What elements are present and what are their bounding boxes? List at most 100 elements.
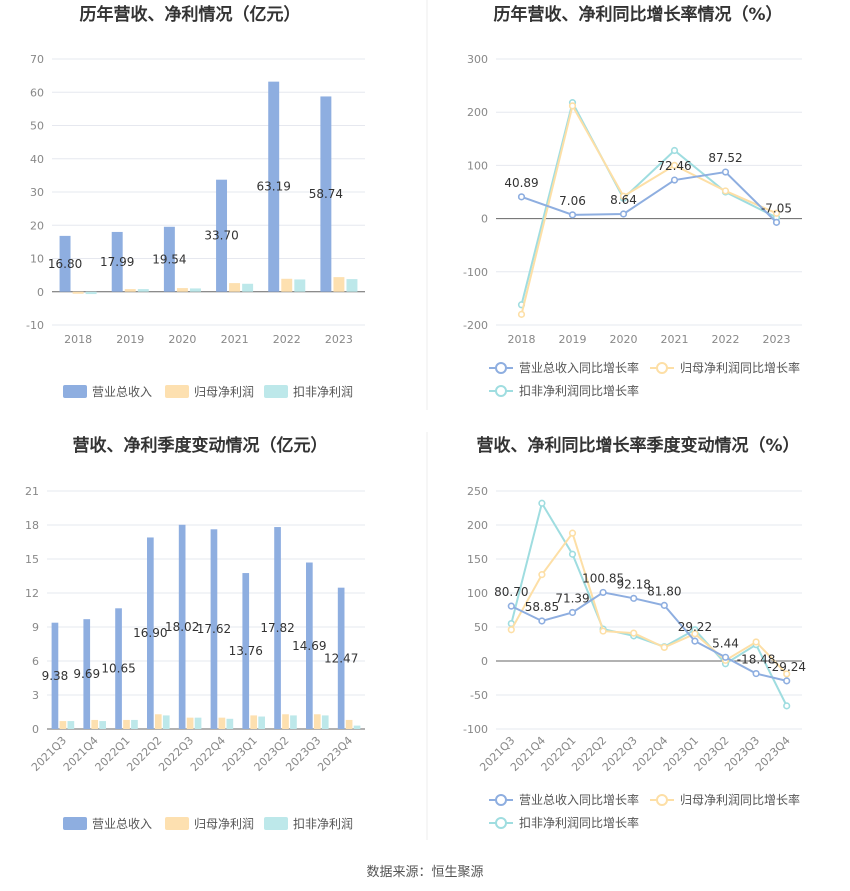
point-归母净利润同比增长率[interactable] bbox=[772, 209, 781, 217]
point-营业总收入同比增长率[interactable] bbox=[568, 608, 577, 617]
point-营业总收入同比增长率[interactable] bbox=[630, 594, 638, 602]
bar-扣非净利润[interactable] bbox=[67, 721, 75, 729]
point-营业总收入同比增长率[interactable] bbox=[507, 602, 515, 610]
bar-扣非净利润[interactable] bbox=[258, 716, 265, 729]
legend-item[interactable]: 扣非净利润 bbox=[264, 385, 353, 399]
point-归母净利润同比增长率[interactable] bbox=[691, 630, 699, 638]
point-营业总收入同比增长率[interactable] bbox=[517, 193, 526, 201]
point-归母净利润同比增长率[interactable] bbox=[783, 670, 791, 678]
point-营业总收入同比增长率[interactable] bbox=[772, 218, 781, 226]
point-扣非净利润同比增长率[interactable] bbox=[670, 146, 679, 155]
bar-营业总收入[interactable] bbox=[320, 96, 332, 292]
y-tick-label: 200 bbox=[467, 519, 488, 532]
legend-item[interactable]: 归母净利润同比增长率 bbox=[650, 792, 800, 807]
bar-营业总收入[interactable] bbox=[216, 179, 228, 292]
point-归母净利润同比增长率[interactable] bbox=[752, 638, 760, 646]
bar-归母净利润[interactable] bbox=[186, 717, 194, 729]
point-营业总收入同比增长率[interactable] bbox=[691, 637, 699, 645]
point-扣非净利润同比增长率[interactable] bbox=[538, 499, 546, 507]
bar-扣非净利润[interactable] bbox=[137, 289, 149, 292]
bar-营业总收入[interactable] bbox=[111, 231, 123, 292]
x-tick-label: 2021 bbox=[221, 333, 249, 346]
legend-item[interactable]: 扣非净利润 bbox=[264, 817, 353, 831]
bar-归母净利润[interactable] bbox=[154, 714, 162, 729]
point-归母净利润同比增长率[interactable] bbox=[538, 571, 546, 579]
legend-item[interactable]: 扣非净利润同比增长率 bbox=[489, 383, 639, 398]
bar-扣非净利润[interactable] bbox=[346, 279, 358, 292]
bar-归母净利润[interactable] bbox=[124, 289, 136, 292]
bar-营业总收入[interactable] bbox=[274, 527, 281, 729]
bar-扣非净利润[interactable] bbox=[162, 715, 170, 729]
bar-扣非净利润[interactable] bbox=[242, 283, 254, 292]
bar-归母净利润[interactable] bbox=[176, 288, 188, 292]
bar-扣非净利润[interactable] bbox=[226, 718, 234, 729]
bar-归母净利润[interactable] bbox=[281, 278, 293, 292]
bar-归母净利润[interactable] bbox=[313, 714, 321, 729]
bar-扣非净利润[interactable] bbox=[85, 291, 97, 295]
bar-扣非净利润[interactable] bbox=[294, 279, 306, 292]
bar-营业总收入[interactable] bbox=[83, 619, 91, 729]
bar-归母净利润[interactable] bbox=[59, 721, 67, 729]
legend-item[interactable]: 归母净利润同比增长率 bbox=[650, 360, 800, 375]
point-归母净利润同比增长率[interactable] bbox=[568, 529, 577, 537]
legend-item[interactable]: 归母净利润 bbox=[165, 385, 254, 399]
bar-营业总收入[interactable] bbox=[242, 573, 250, 729]
bar-归母净利润[interactable] bbox=[333, 277, 345, 292]
bar-营业总收入[interactable] bbox=[210, 529, 218, 729]
point-归母净利润同比增长率[interactable] bbox=[660, 643, 668, 652]
bar-归母净利润[interactable] bbox=[218, 717, 226, 729]
bar-扣非净利润[interactable] bbox=[353, 725, 361, 729]
point-营业总收入同比增长率[interactable] bbox=[721, 168, 730, 176]
bar-营业总收入[interactable] bbox=[178, 524, 186, 729]
point-营业总收入同比增长率[interactable] bbox=[660, 601, 668, 609]
point-营业总收入同比增长率[interactable] bbox=[752, 669, 760, 678]
legend-marker bbox=[495, 794, 507, 806]
bar-扣非净利润[interactable] bbox=[99, 721, 106, 729]
point-归母净利润同比增长率[interactable] bbox=[568, 102, 577, 110]
point-归母净利润同比增长率[interactable] bbox=[670, 161, 679, 169]
point-营业总收入同比增长率[interactable] bbox=[599, 588, 607, 597]
bar-扣非净利润[interactable] bbox=[131, 719, 138, 729]
bar-归母净利润[interactable] bbox=[91, 719, 99, 729]
bar-营业总收入[interactable] bbox=[163, 226, 175, 292]
point-营业总收入同比增长率[interactable] bbox=[568, 211, 577, 219]
point-归母净利润同比增长率[interactable] bbox=[721, 187, 730, 195]
legend-item[interactable]: 归母净利润 bbox=[165, 817, 254, 831]
legend-item[interactable]: 营业总收入同比增长率 bbox=[489, 792, 639, 807]
bar-归母净利润[interactable] bbox=[345, 719, 353, 729]
point-归母净利润同比增长率[interactable] bbox=[630, 629, 638, 637]
bar-扣非净利润[interactable] bbox=[321, 715, 329, 729]
point-归母净利润同比增长率[interactable] bbox=[507, 626, 515, 634]
bar-营业总收入[interactable] bbox=[337, 587, 345, 729]
point-归母净利润同比增长率[interactable] bbox=[619, 192, 628, 200]
bar-归母净利润[interactable] bbox=[72, 291, 84, 294]
bar-扣非净利润[interactable] bbox=[189, 288, 201, 292]
bar-归母净利润[interactable] bbox=[250, 715, 258, 729]
point-data-label: 71.39 bbox=[555, 591, 589, 605]
bar-归母净利润[interactable] bbox=[123, 719, 130, 729]
bar-营业总收入[interactable] bbox=[268, 81, 280, 292]
bar-归母净利润[interactable] bbox=[282, 714, 289, 729]
legend-item[interactable]: 营业总收入同比增长率 bbox=[489, 360, 639, 375]
bar-营业总收入[interactable] bbox=[306, 562, 313, 729]
point-归母净利润同比增长率[interactable] bbox=[517, 310, 526, 318]
point-扣非净利润同比增长率[interactable] bbox=[783, 702, 791, 710]
point-归母净利润同比增长率[interactable] bbox=[599, 627, 607, 635]
bar-扣非净利润[interactable] bbox=[194, 717, 202, 729]
legend-item[interactable]: 营业总收入 bbox=[63, 817, 152, 831]
point-营业总收入同比增长率[interactable] bbox=[783, 677, 791, 685]
legend-item[interactable]: 扣非净利润同比增长率 bbox=[489, 815, 639, 830]
point-扣非净利润同比增长率[interactable] bbox=[568, 550, 577, 558]
point-营业总收入同比增长率[interactable] bbox=[670, 176, 679, 184]
point-营业总收入同比增长率[interactable] bbox=[538, 617, 546, 625]
legend-item[interactable]: 营业总收入 bbox=[63, 385, 152, 399]
bar-营业总收入[interactable] bbox=[115, 608, 122, 729]
bar-营业总收入[interactable] bbox=[59, 235, 71, 292]
bar-扣非净利润[interactable] bbox=[290, 715, 297, 729]
point-营业总收入同比增长率[interactable] bbox=[721, 653, 730, 661]
point-营业总收入同比增长率[interactable] bbox=[619, 210, 628, 218]
y-tick-label: 18 bbox=[25, 519, 39, 532]
bar-归母净利润[interactable] bbox=[229, 283, 241, 292]
bar-营业总收入[interactable] bbox=[51, 622, 59, 729]
bar-营业总收入[interactable] bbox=[147, 537, 154, 729]
